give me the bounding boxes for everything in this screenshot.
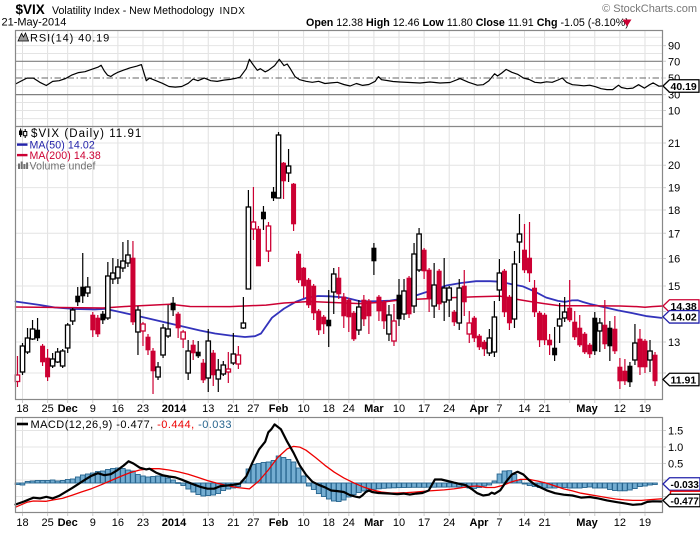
svg-text:INDX: INDX — [220, 6, 246, 17]
svg-text:13: 13 — [202, 403, 214, 415]
svg-text:Apr: Apr — [470, 403, 490, 415]
svg-text:May: May — [576, 403, 598, 415]
svg-text:Dec: Dec — [58, 517, 78, 529]
svg-text:Apr: Apr — [470, 517, 490, 529]
svg-text:90: 90 — [668, 41, 680, 53]
svg-text:24: 24 — [343, 403, 355, 415]
svg-text:Open 12.38 High 12.46 Low 11.8: Open 12.38 High 12.46 Low 11.80 Close 11… — [306, 17, 629, 29]
svg-text:MACD(12,26,9) -0.477, -0.444,: MACD(12,26,9) -0.477, -0.444, -0.033 — [31, 419, 232, 431]
svg-text:1.0: 1.0 — [668, 442, 683, 454]
svg-text:18: 18 — [323, 517, 335, 529]
svg-text:RSI(14) 40.19: RSI(14) 40.19 — [30, 33, 110, 45]
svg-text:14: 14 — [518, 403, 530, 415]
svg-text:27: 27 — [247, 403, 259, 415]
svg-text:12: 12 — [614, 517, 626, 529]
svg-text:$VIX: $VIX — [16, 2, 45, 17]
svg-text:27: 27 — [247, 517, 259, 529]
svg-text:19: 19 — [639, 517, 651, 529]
svg-text:9: 9 — [90, 403, 96, 415]
svg-text:10: 10 — [393, 403, 405, 415]
svg-text:17: 17 — [418, 403, 430, 415]
svg-text:Volume undef: Volume undef — [30, 160, 96, 172]
svg-text:21: 21 — [538, 517, 550, 529]
svg-text:23: 23 — [137, 403, 149, 415]
svg-text:2014: 2014 — [162, 403, 187, 415]
svg-text:15: 15 — [668, 281, 680, 293]
svg-text:9: 9 — [90, 517, 96, 529]
svg-text:21: 21 — [227, 403, 239, 415]
svg-text:25: 25 — [41, 517, 53, 529]
svg-text:18: 18 — [16, 403, 28, 415]
svg-text:$VIX (Daily) 11.91: $VIX (Daily) 11.91 — [31, 128, 142, 140]
svg-text:© StockCharts.com: © StockCharts.com — [602, 3, 697, 15]
svg-text:18: 18 — [668, 205, 680, 217]
svg-text:16: 16 — [112, 403, 124, 415]
svg-text:17: 17 — [418, 517, 430, 529]
svg-text:-0.477: -0.477 — [671, 496, 700, 507]
svg-text:13: 13 — [202, 517, 214, 529]
svg-text:16: 16 — [112, 517, 124, 529]
svg-text:13: 13 — [668, 337, 680, 349]
svg-text:25: 25 — [41, 403, 53, 415]
svg-text:7: 7 — [496, 403, 502, 415]
svg-text:10: 10 — [668, 106, 680, 118]
svg-text:7: 7 — [496, 517, 502, 529]
svg-text:19: 19 — [639, 403, 651, 415]
svg-text:70: 70 — [668, 56, 680, 68]
svg-text:18: 18 — [323, 403, 335, 415]
svg-text:14: 14 — [518, 517, 530, 529]
svg-text:40.19: 40.19 — [671, 81, 697, 93]
svg-text:0.5: 0.5 — [668, 459, 683, 471]
svg-text:16: 16 — [668, 254, 680, 266]
svg-text:Mar: Mar — [364, 517, 384, 529]
svg-text:Dec: Dec — [58, 403, 78, 415]
svg-text:10: 10 — [393, 517, 405, 529]
svg-text:18: 18 — [16, 517, 28, 529]
svg-text:21: 21 — [668, 138, 680, 150]
svg-text:1.5: 1.5 — [668, 426, 683, 438]
svg-text:10: 10 — [297, 403, 309, 415]
svg-text:21: 21 — [227, 517, 239, 529]
svg-text:May: May — [576, 517, 598, 529]
svg-text:24: 24 — [443, 517, 455, 529]
svg-text:11.91: 11.91 — [671, 374, 697, 386]
svg-text:Feb: Feb — [269, 517, 289, 529]
svg-text:2014: 2014 — [162, 517, 187, 529]
svg-text:Mar: Mar — [364, 403, 384, 415]
svg-text:Volatility Index - New Methodo: Volatility Index - New Methodology — [52, 5, 214, 17]
svg-text:10: 10 — [297, 517, 309, 529]
svg-text:-0.033: -0.033 — [671, 480, 700, 491]
svg-text:21: 21 — [538, 403, 550, 415]
svg-text:12: 12 — [614, 403, 626, 415]
svg-text:23: 23 — [137, 517, 149, 529]
svg-text:20: 20 — [668, 160, 680, 172]
svg-text:19: 19 — [668, 183, 680, 195]
svg-text:24: 24 — [343, 517, 355, 529]
svg-text:Feb: Feb — [269, 403, 289, 415]
svg-text:17: 17 — [668, 228, 680, 240]
svg-text:14.02: 14.02 — [671, 312, 697, 324]
svg-text:21-May-2014: 21-May-2014 — [2, 17, 67, 29]
svg-text:24: 24 — [443, 403, 455, 415]
